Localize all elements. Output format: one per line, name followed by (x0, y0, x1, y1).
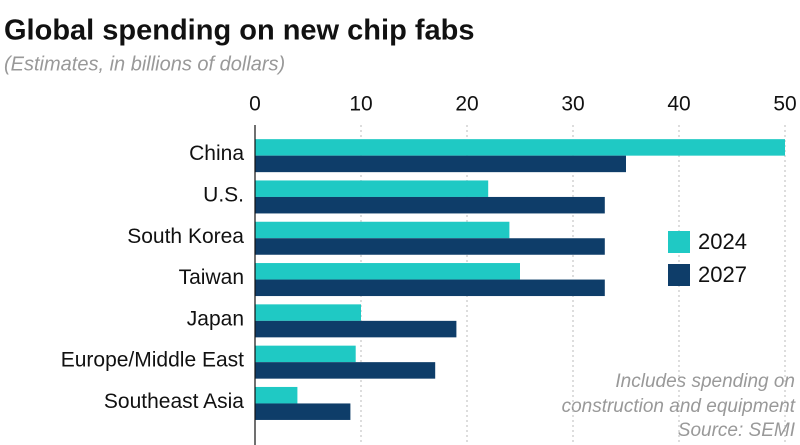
chart-subtitle: (Estimates, in billions of dollars) (4, 53, 285, 75)
bar (255, 403, 351, 420)
legend-swatch (668, 231, 690, 253)
x-tick-label: 20 (455, 93, 478, 116)
bar (255, 345, 356, 363)
legend-label: 2027 (698, 262, 747, 287)
bar (255, 263, 520, 280)
y-tick-label: China (189, 142, 244, 165)
bar (255, 180, 489, 197)
y-tick-label: Taiwan (179, 266, 244, 289)
y-tick-label: Southeast Asia (104, 390, 244, 413)
bar (255, 320, 457, 338)
bar (255, 279, 605, 297)
bar (255, 386, 298, 404)
bar (255, 362, 436, 379)
bar (255, 155, 626, 173)
y-tick-label: Europe/Middle East (61, 349, 244, 372)
bar (255, 139, 785, 156)
y-tick-label: Japan (187, 307, 244, 330)
chart-title: Global spending on new chip fabs (4, 15, 474, 47)
legend-label: 2024 (698, 229, 747, 254)
x-tick-label: 50 (773, 93, 796, 116)
x-tick-label: 10 (349, 93, 372, 116)
source: Source: SEMI (678, 420, 796, 441)
bar (255, 196, 605, 214)
y-tick-label: U.S. (203, 183, 244, 206)
bar (255, 221, 510, 239)
x-tick-label: 40 (667, 93, 690, 116)
legend-swatch (668, 264, 690, 286)
note: Includes spending on (615, 371, 795, 392)
bar (255, 304, 361, 321)
bar (255, 238, 605, 255)
x-tick-label: 0 (249, 93, 261, 116)
y-tick-label: South Korea (127, 225, 244, 248)
x-tick-label: 30 (561, 93, 584, 116)
